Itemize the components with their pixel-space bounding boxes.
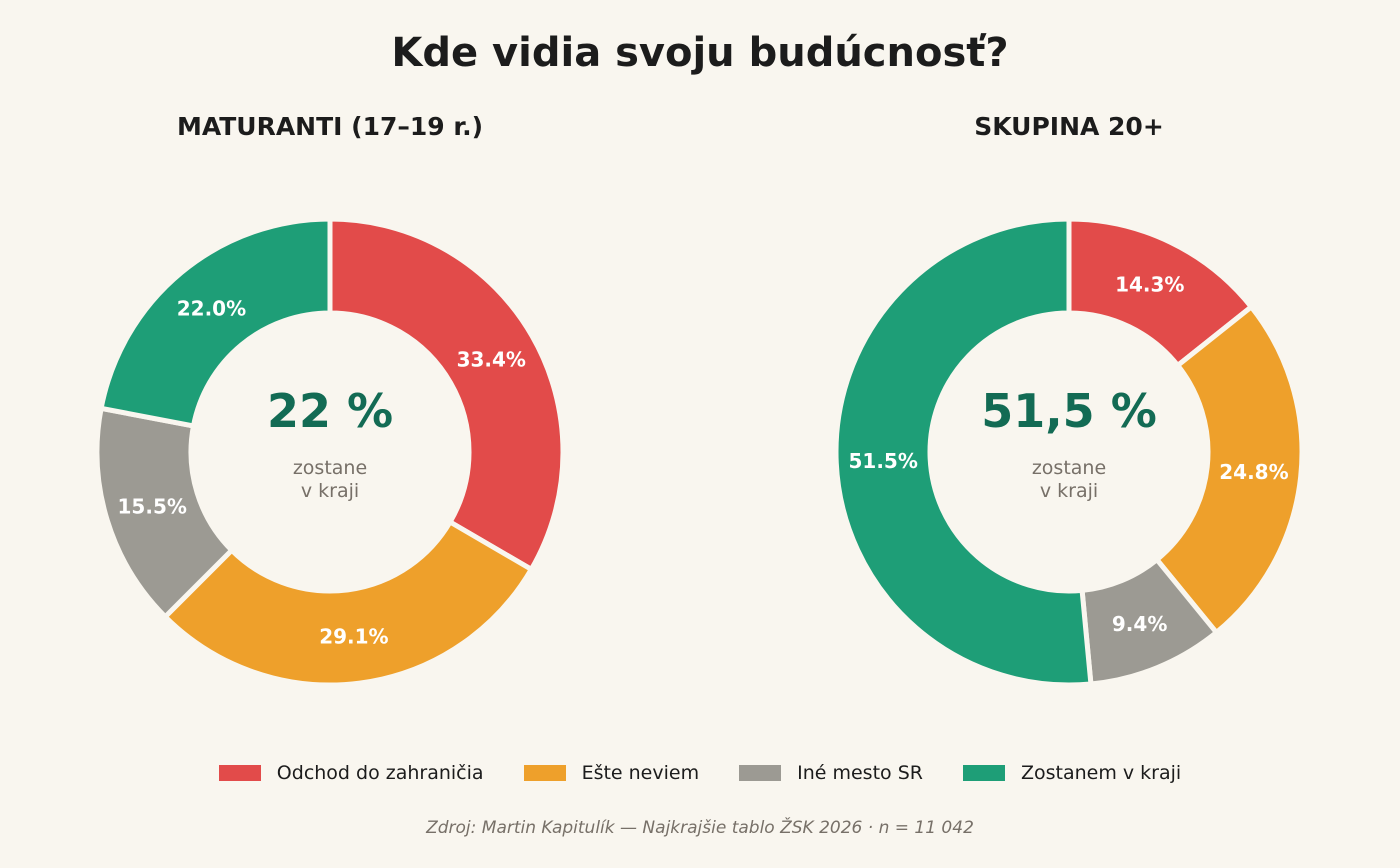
legend-swatch-undecided	[523, 765, 566, 781]
center-caption-line2-skupina: v kraji	[1040, 480, 1098, 502]
center-caption-line1-maturanti: zostane	[293, 457, 367, 479]
chart-subtitle-skupina: SKUPINA 20+	[974, 112, 1164, 141]
legend-swatch-stay-region	[962, 765, 1005, 781]
slice-label-undecided-maturanti: 29.1%	[319, 624, 388, 648]
slice-label-stay-region-skupina: 51.5%	[849, 449, 918, 473]
chart-legend: Odchod do zahraničia Ešte neviem Iné mes…	[0, 762, 1400, 784]
legend-item-other-city: Iné mesto SR	[739, 762, 923, 784]
legend-swatch-other-city	[739, 765, 782, 781]
slice-label-other-city-skupina: 9.4%	[1112, 612, 1167, 636]
slice-label-abroad-maturanti: 33.4%	[457, 347, 526, 371]
center-caption-line2-maturanti: v kraji	[301, 480, 359, 502]
slice-label-other-city-maturanti: 15.5%	[118, 495, 187, 519]
legend-label-undecided: Ešte neviem	[581, 762, 700, 784]
center-value-maturanti: 22 %	[267, 384, 393, 438]
center-value-skupina: 51,5 %	[981, 384, 1157, 438]
slice-abroad-maturanti	[327, 216, 566, 573]
slice-undecided-maturanti	[161, 518, 535, 688]
chart-title: Kde vidia svoju budúcnosť?	[391, 30, 1009, 76]
slice-label-abroad-skupina: 14.3%	[1115, 272, 1184, 296]
legend-item-undecided: Ešte neviem	[523, 762, 700, 784]
center-caption-line1-skupina: zostane	[1032, 457, 1106, 479]
slice-stay-region-skupina	[833, 216, 1094, 688]
legend-item-stay-region: Zostanem v kraji	[962, 762, 1182, 784]
slice-stay-region-maturanti	[98, 216, 333, 429]
legend-swatch-abroad	[218, 765, 261, 781]
donut-charts: MATURANTI (17–19 r.) 33.4% 29.1% 15.5% 22.0…	[94, 112, 1305, 688]
slice-undecided-skupina	[1153, 303, 1305, 636]
legend-label-stay-region: Zostanem v kraji	[1020, 762, 1182, 784]
slice-label-undecided-skupina: 24.8%	[1219, 460, 1288, 484]
source-note: Zdroj: Martin Kapitulík — Najkrajšie tab…	[426, 818, 974, 838]
donut-chart-maturanti: MATURANTI (17–19 r.) 33.4% 29.1% 15.5% 22.0…	[94, 112, 566, 688]
chart-subtitle-maturanti: MATURANTI (17–19 r.)	[177, 112, 483, 141]
slice-label-stay-region-maturanti: 22.0%	[177, 297, 246, 321]
legend-item-abroad: Odchod do zahraničia	[218, 762, 484, 784]
legend-label-abroad: Odchod do zahraničia	[276, 762, 484, 784]
legend-label-other-city: Iné mesto SR	[797, 762, 923, 784]
donut-chart-skupina: SKUPINA 20+ 14.3% 24.8% 9.4% 51.5% 51,5 % z…	[833, 112, 1305, 688]
